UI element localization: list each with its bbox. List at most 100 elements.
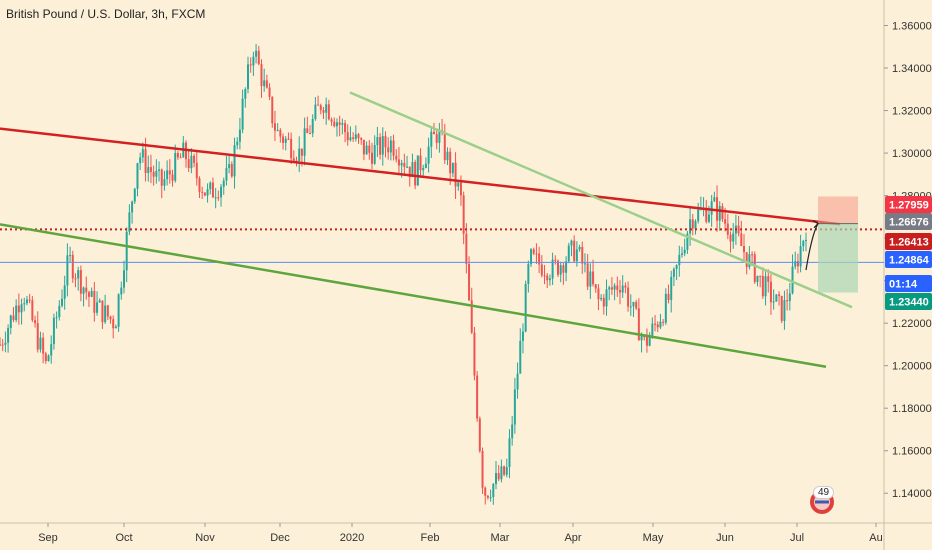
candle-body	[694, 221, 697, 229]
candle-body	[602, 297, 605, 307]
candle-body	[273, 123, 276, 131]
candle-body	[713, 197, 716, 202]
candle-body	[513, 389, 516, 425]
candle-body	[559, 265, 562, 275]
candle-body	[697, 209, 700, 222]
candle-body	[141, 149, 144, 158]
candle-body	[570, 240, 573, 246]
candle-body	[532, 249, 535, 254]
time-tick-label: Mar	[491, 532, 510, 544]
candle-body	[500, 466, 503, 480]
candle-body	[52, 317, 55, 345]
candle-body	[691, 219, 694, 229]
candle-body	[82, 287, 85, 294]
candle-body	[435, 134, 438, 143]
candle-body	[314, 104, 317, 119]
candle-body	[511, 424, 514, 439]
candle-body	[473, 332, 476, 376]
candle-body	[400, 162, 403, 166]
candle-body	[341, 123, 344, 125]
candle-body	[796, 261, 799, 267]
time-axis: Sep Oct Nov Dec 2020 Feb Mar Apr May Jun Jul Au	[38, 523, 883, 544]
candle-body	[583, 263, 586, 265]
candle-body	[689, 219, 692, 234]
candle-body	[271, 96, 274, 124]
candle-body	[79, 270, 82, 294]
candle-body	[39, 337, 42, 350]
candle-body	[93, 290, 96, 313]
time-tick-label: Nov	[195, 532, 215, 544]
candle-body	[333, 121, 336, 127]
candle-body	[241, 98, 244, 130]
candle-body	[554, 259, 557, 261]
candle-body	[805, 239, 807, 241]
candle-body	[198, 178, 201, 192]
candle-body	[470, 300, 473, 333]
candle-body	[430, 131, 433, 147]
price-tick-label: 1.18000	[892, 403, 932, 415]
candle-body	[433, 131, 435, 135]
candle-body	[516, 373, 519, 390]
candle-body	[171, 174, 174, 181]
candle-body	[667, 293, 670, 300]
candle-body	[621, 285, 624, 293]
candle-body	[220, 186, 223, 198]
candle-body	[214, 197, 217, 199]
candle-body	[662, 321, 665, 323]
candle-body	[721, 206, 724, 220]
candle-body	[538, 253, 541, 265]
candle-body	[659, 321, 662, 328]
candle-body	[85, 287, 88, 293]
candle-body	[540, 264, 543, 276]
candle-body	[265, 80, 268, 88]
candle-body	[389, 140, 392, 153]
candle-body	[519, 340, 522, 374]
candle-body	[131, 201, 134, 213]
candle-body	[298, 148, 301, 161]
candle-body	[527, 264, 530, 285]
candle-body	[551, 259, 554, 279]
candle-body	[61, 298, 63, 306]
candle-body	[276, 130, 279, 132]
target-zone	[818, 196, 858, 224]
candle-body	[495, 473, 497, 485]
stop-zone	[818, 223, 858, 293]
candle-body	[751, 254, 754, 256]
candle-body	[643, 336, 646, 338]
candle-body	[403, 162, 406, 167]
candles	[0, 44, 807, 505]
candle-body	[376, 137, 379, 146]
candle-body	[225, 168, 228, 181]
candle-body	[365, 145, 368, 155]
candle-body	[58, 305, 61, 318]
candle-body	[613, 285, 616, 290]
candle-body	[651, 323, 654, 336]
time-tick-label: Jul	[790, 532, 804, 544]
candle-body	[769, 281, 772, 303]
candle-body	[123, 270, 125, 288]
candle-body	[670, 276, 673, 300]
candle-body	[12, 315, 15, 321]
candle-body	[360, 138, 363, 140]
candle-body	[120, 287, 123, 295]
price-tag-label: 1.23440	[889, 297, 929, 309]
price-tag	[885, 213, 932, 230]
candle-body	[152, 171, 155, 177]
candle-body	[683, 249, 686, 254]
red-trendline	[0, 127, 841, 226]
candle-body	[675, 265, 678, 269]
candle-body	[201, 191, 204, 193]
candle-body	[136, 163, 139, 189]
candle-body	[322, 110, 325, 113]
candle-body	[408, 166, 411, 178]
candle-body	[427, 146, 430, 164]
candle-body	[524, 284, 527, 332]
candle-body	[384, 136, 387, 148]
candle-body	[414, 162, 417, 186]
candle-body	[247, 64, 249, 89]
chart-title: British Pound / U.S. Dollar, 3h, FXCM	[6, 7, 206, 21]
candle-body	[47, 355, 50, 362]
candle-body	[575, 249, 578, 262]
